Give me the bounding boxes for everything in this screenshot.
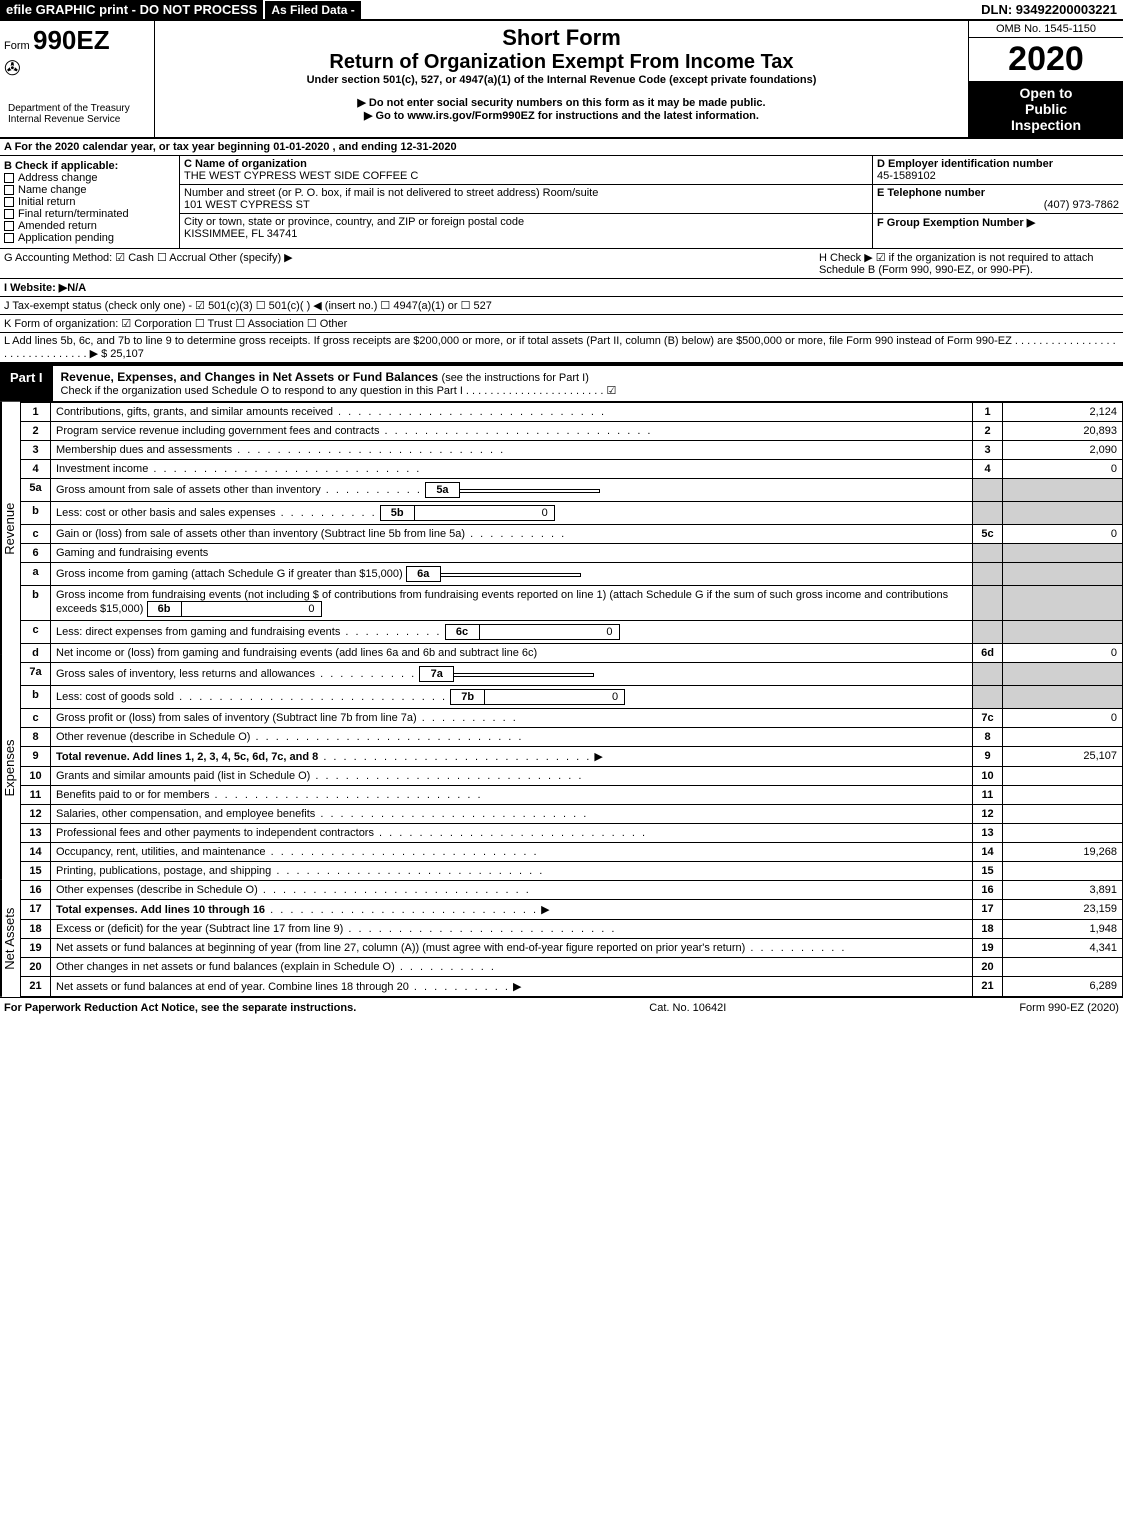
line-5b: b Less: cost or other basis and sales ex… [21,502,1123,525]
line-3: 3 Membership dues and assessments 3 2,09… [21,441,1123,460]
top-bar: efile GRAPHIC print - DO NOT PROCESS As … [0,0,1123,21]
line-6b: b Gross income from fundraising events (… [21,586,1123,621]
check-name-change[interactable]: Name change [4,184,175,196]
efile-label: efile GRAPHIC print - DO NOT PROCESS [0,0,263,19]
part-1-title: Revenue, Expenses, and Changes in Net As… [53,366,1123,401]
line-8: 8 Other revenue (describe in Schedule O)… [21,728,1123,747]
line-6a: a Gross income from gaming (attach Sched… [21,563,1123,586]
part-1-sub: (see the instructions for Part I) [442,372,589,384]
form-header: Form 990EZ ✇ Department of the Treasury … [0,21,1123,139]
col-c: C Name of organization THE WEST CYPRESS … [180,156,873,248]
main-table-wrap: Revenue Expenses Net Assets 1 Contributi… [0,402,1123,997]
line-6d: d Net income or (loss) from gaming and f… [21,644,1123,663]
part-1-header: Part I Revenue, Expenses, and Changes in… [0,364,1123,402]
line-5a: 5a Gross amount from sale of assets othe… [21,479,1123,502]
line-9: 9 Total revenue. Add lines 1, 2, 3, 4, 5… [21,747,1123,767]
vert-revenue: Revenue [0,402,20,655]
line-13: 13 Professional fees and other payments … [21,824,1123,843]
line-10: 10 Grants and similar amounts paid (list… [21,767,1123,786]
col-b-title: B Check if applicable: [4,160,175,172]
row-j-tax-exempt: J Tax-exempt status (check only one) - ☑… [0,297,1123,315]
filed-label: As Filed Data - [265,1,360,19]
line-15: 15 Printing, publications, postage, and … [21,862,1123,881]
phone-val: (407) 973-7862 [877,199,1119,211]
open-1: Open to [973,85,1119,101]
col-d: D Employer identification number 45-1589… [873,156,1123,248]
part-1-title-text: Revenue, Expenses, and Changes in Net As… [61,370,439,384]
line-14: 14 Occupancy, rent, utilities, and maint… [21,843,1123,862]
header-center: Short Form Return of Organization Exempt… [155,21,968,137]
check-amended-return[interactable]: Amended return [4,220,175,232]
check-initial-return[interactable]: Initial return [4,196,175,208]
org-name: THE WEST CYPRESS WEST SIDE COFFEE C [184,170,868,182]
line-19: 19 Net assets or fund balances at beginn… [21,939,1123,958]
line-4: 4 Investment income 4 0 [21,460,1123,479]
line-7c: c Gross profit or (loss) from sales of i… [21,709,1123,728]
vert-expenses: Expenses [0,655,20,881]
omb-number: OMB No. 1545-1150 [969,21,1123,38]
c-name-label: C Name of organization [184,158,868,170]
open-2: Public [973,101,1119,117]
dln-label: DLN: 93492200003221 [975,0,1123,19]
line-18: 18 Excess or (deficit) for the year (Sub… [21,920,1123,939]
arrow-line-2: ▶ Go to www.irs.gov/Form990EZ for instru… [163,109,960,122]
part-1-label: Part I [0,366,53,401]
line-7b: b Less: cost of goods sold 7b0 [21,686,1123,709]
line-20: 20 Other changes in net assets or fund b… [21,958,1123,977]
accounting-method: G Accounting Method: ☑ Cash ☐ Accrual Ot… [4,251,819,276]
line-2: 2 Program service revenue including gove… [21,422,1123,441]
row-k-form-org: K Form of organization: ☑ Corporation ☐ … [0,315,1123,333]
addr-label: Number and street (or P. O. box, if mail… [184,187,868,199]
line-17: 17 Total expenses. Add lines 10 through … [21,900,1123,920]
row-a-calendar-year: A For the 2020 calendar year, or tax yea… [0,139,1123,156]
open-public-box: Open to Public Inspection [969,81,1123,137]
line-1: 1 Contributions, gifts, grants, and simi… [21,403,1123,422]
dept-label: Department of the Treasury [8,103,146,114]
footer-left: For Paperwork Reduction Act Notice, see … [4,1002,356,1014]
ein-val: 45-1589102 [877,170,1119,182]
form-number: 990EZ [33,25,110,55]
footer-right: Form 990-EZ (2020) [1019,1002,1119,1014]
line-11: 11 Benefits paid to or for members 11 [21,786,1123,805]
schedule-b-check: H Check ▶ ☑ if the organization is not r… [819,251,1119,276]
line-6: 6 Gaming and fundraising events [21,544,1123,563]
return-title: Return of Organization Exempt From Incom… [163,51,960,74]
lines-table: 1 Contributions, gifts, grants, and simi… [20,402,1123,997]
form-prefix: Form [4,40,30,52]
city-label: City or town, state or province, country… [184,216,868,228]
subline: Under section 501(c), 527, or 4947(a)(1)… [163,74,960,86]
phone-label: E Telephone number [877,187,1119,199]
footer: For Paperwork Reduction Act Notice, see … [0,997,1123,1018]
irs-label: Internal Revenue Service [8,114,146,125]
row-g-h: G Accounting Method: ☑ Cash ☐ Accrual Ot… [0,249,1123,279]
check-application-pending[interactable]: Application pending [4,232,175,244]
header-right: OMB No. 1545-1150 2020 Open to Public In… [968,21,1123,137]
line-5c: c Gain or (loss) from sale of assets oth… [21,525,1123,544]
irs-eagle-icon: ✇ [4,56,150,81]
header-left: Form 990EZ ✇ Department of the Treasury … [0,21,155,137]
short-form-title: Short Form [163,25,960,51]
city-val: KISSIMMEE, FL 34741 [184,228,868,240]
line-12: 12 Salaries, other compensation, and emp… [21,805,1123,824]
group-exemption-label: F Group Exemption Number ▶ [877,216,1119,229]
row-i-website: I Website: ▶N/A [0,279,1123,297]
line-7a: 7a Gross sales of inventory, less return… [21,663,1123,686]
website-val: I Website: ▶N/A [4,282,86,294]
part-1-check: Check if the organization used Schedule … [61,384,1115,397]
arrow-line-1: ▶ Do not enter social security numbers o… [163,96,960,109]
addr-val: 101 WEST CYPRESS ST [184,199,868,211]
open-3: Inspection [973,117,1119,133]
line-16: 16 Other expenses (describe in Schedule … [21,881,1123,900]
row-l-gross-receipts: L Add lines 5b, 6c, and 7b to line 9 to … [0,333,1123,364]
line-6c: c Less: direct expenses from gaming and … [21,621,1123,644]
meta-grid: B Check if applicable: Address change Na… [0,156,1123,249]
line-21: 21 Net assets or fund balances at end of… [21,977,1123,997]
ein-label: D Employer identification number [877,158,1119,170]
check-address-change[interactable]: Address change [4,172,175,184]
footer-mid: Cat. No. 10642I [649,1002,726,1014]
tax-year: 2020 [969,38,1123,81]
col-b: B Check if applicable: Address change Na… [0,156,180,248]
vert-netassets: Net Assets [0,880,20,997]
check-final-return[interactable]: Final return/terminated [4,208,175,220]
